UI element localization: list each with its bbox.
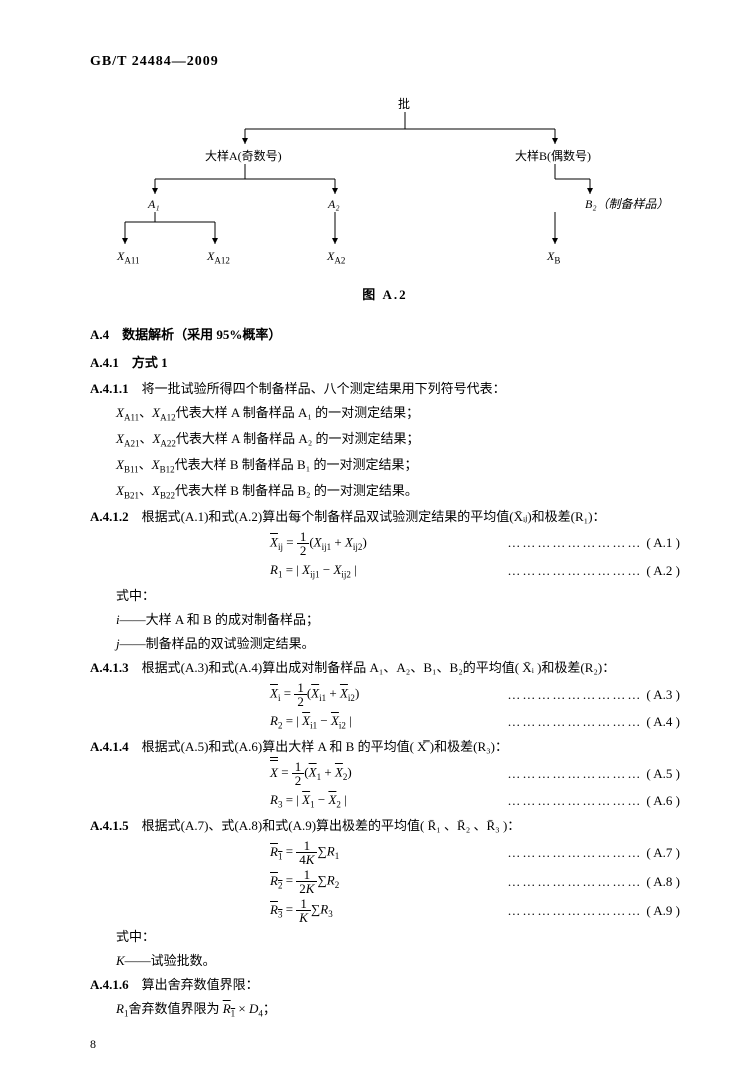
tree-right: 大样B(偶数号) [515, 146, 591, 166]
eq-a2: R1 = | Xij1 − Xij2 | ………………………( A.2 ) [90, 559, 680, 583]
p-a413: A.4.1.3 根据式(A.3)和式(A.4)算出成对制备样品 A₁、A₂、B₁… [90, 657, 680, 679]
p-a416: A.4.1.6 算出舍弃数值界限： [90, 974, 680, 996]
tree-xa12: XA12 [207, 246, 230, 269]
line1: XA11、XA12代表大样 A 制备样品 A₁ 的一对测定结果； [116, 402, 680, 426]
iline: ii——大样 A 和 B 的成对制备样品；——大样 A 和 B 的成对制备样品； [116, 609, 680, 631]
tree-xa2: XA2 [327, 246, 345, 269]
tree-diagram: 批 大样A(奇数号) 大样B(偶数号) A₁ A₂ B₂（制备样品） XA11 … [115, 94, 655, 274]
p-a415: A.4.1.5 根据式(A.7)、式(A.8)和式(A.9)算出极差的平均值( … [90, 815, 680, 837]
line2: XA21、XA22代表大样 A 制备样品 A₂ 的一对测定结果； [116, 428, 680, 452]
tree-root: 批 [398, 94, 410, 114]
eq-a7: R1 = 14K∑R1 ………………………( A.7 ) [90, 839, 680, 866]
tree-xa11: XA11 [117, 246, 140, 269]
eq-a1: Xij = 12(Xij1 + Xij2) ………………………( A.1 ) [90, 530, 680, 557]
line3: XB11、XB12代表大样 B 制备样品 B₁ 的一对测定结果； [116, 454, 680, 478]
tree-b2: B₂（制备样品） [585, 194, 669, 214]
p-a411: A.4.1.1 将一批试验所得四个制备样品、八个测定结果用下列符号代表： [90, 378, 680, 400]
shizhong2: 式中： [116, 926, 680, 948]
tree-a1: A₁ [148, 194, 160, 214]
sec-a4: A.4 数据解析（采用 95%概率） [90, 324, 680, 346]
figure-caption: 图 A.2 [90, 284, 680, 306]
p-a414: A.4.1.4 根据式(A.5)和式(A.6)算出大样 A 和 B 的平均值( … [90, 736, 680, 758]
eq-a6: R3 = | X1 − X2 | ………………………( A.6 ) [90, 789, 680, 813]
tree-svg [115, 94, 655, 274]
shizhong1: 式中： [116, 585, 680, 607]
eq-a9: R3 = 1K∑R3 ………………………( A.9 ) [90, 897, 680, 924]
tree-a2: A₂ [328, 194, 340, 214]
page-number: 8 [90, 1034, 680, 1054]
eq-a5: X = 12(X1 + X2) ………………………( A.5 ) [90, 760, 680, 787]
rline: R1舍弃数值界限为 R1 × D4； [116, 998, 680, 1022]
p-a412: A.4.1.2 根据式(A.1)和式(A.2)算出每个制备样品双试验测定结果的平… [90, 506, 680, 528]
line4: XB21、XB22代表大样 B 制备样品 B₂ 的一对测定结果。 [116, 480, 680, 504]
jline: j——制备样品的双试验测定结果。 [116, 633, 680, 655]
kline: K——试验批数。 [116, 950, 680, 972]
sec-a41: A.4.1 方式 1 [90, 352, 680, 374]
tree-left: 大样A(奇数号) [205, 146, 282, 166]
eq-a3: Xi = 12(Xi1 + Xi2) ………………………( A.3 ) [90, 681, 680, 708]
eq-a8: R2 = 12K∑R2 ………………………( A.8 ) [90, 868, 680, 895]
doc-header: GB/T 24484—2009 [90, 50, 680, 74]
eq-a4: R2 = | Xi1 − Xi2 | ………………………( A.4 ) [90, 710, 680, 734]
tree-xb: XB [547, 246, 560, 269]
